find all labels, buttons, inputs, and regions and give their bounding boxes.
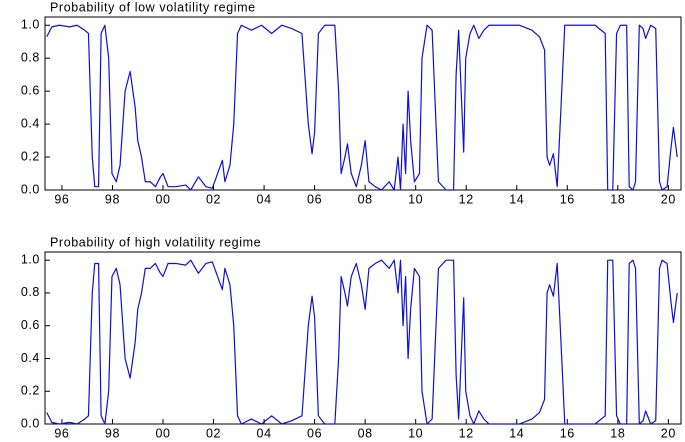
x-tick-label: 00 [155, 426, 170, 440]
x-tick-label: 18 [610, 192, 625, 206]
y-tick-label: 0.6 [21, 83, 40, 97]
plot-frame [44, 16, 682, 191]
y-tick-label: 1.0 [21, 252, 40, 266]
y-tick-label: 0.8 [21, 50, 40, 64]
x-tick-label: 10 [408, 192, 423, 206]
series-line [46, 259, 678, 425]
x-tick-label: 96 [54, 426, 69, 440]
y-tick-label: 0.4 [21, 351, 40, 365]
x-tick-label: 16 [560, 192, 575, 206]
x-tick-label: 04 [257, 192, 272, 206]
x-tick-label: 08 [358, 426, 373, 440]
y-tick-label: 0.6 [21, 318, 40, 332]
x-tick-label: 96 [54, 192, 69, 206]
x-tick-label: 14 [509, 192, 524, 206]
x-tick-label: 14 [509, 426, 524, 440]
panel-title: Probability of low volatility regime [50, 0, 256, 14]
x-tick-label: 12 [459, 192, 474, 206]
x-tick-label: 06 [307, 192, 322, 206]
x-tick-label: 00 [155, 192, 170, 206]
x-tick-label: 20 [661, 192, 676, 206]
x-tick-label: 98 [105, 426, 120, 440]
plot-frame [44, 251, 682, 425]
x-tick-label: 10 [408, 426, 423, 440]
x-tick-label: 20 [661, 426, 676, 440]
x-tick-label: 04 [257, 426, 272, 440]
y-tick-label: 0.8 [21, 285, 40, 299]
y-tick-label: 0.0 [21, 416, 40, 430]
y-tick-label: 0.2 [21, 384, 40, 398]
y-tick-label: 0.4 [21, 116, 40, 130]
x-tick-label: 18 [610, 426, 625, 440]
x-tick-label: 08 [358, 192, 373, 206]
y-tick-label: 0.0 [21, 182, 40, 196]
x-tick-label: 16 [560, 426, 575, 440]
x-tick-label: 02 [206, 426, 221, 440]
series-line [46, 24, 678, 191]
panel-title: Probability of high volatility regime [50, 235, 261, 249]
x-tick-label: 06 [307, 426, 322, 440]
y-tick-label: 1.0 [21, 18, 40, 32]
x-tick-label: 02 [206, 192, 221, 206]
x-tick-label: 12 [459, 426, 474, 440]
x-tick-label: 98 [105, 192, 120, 206]
y-tick-label: 0.2 [21, 149, 40, 163]
